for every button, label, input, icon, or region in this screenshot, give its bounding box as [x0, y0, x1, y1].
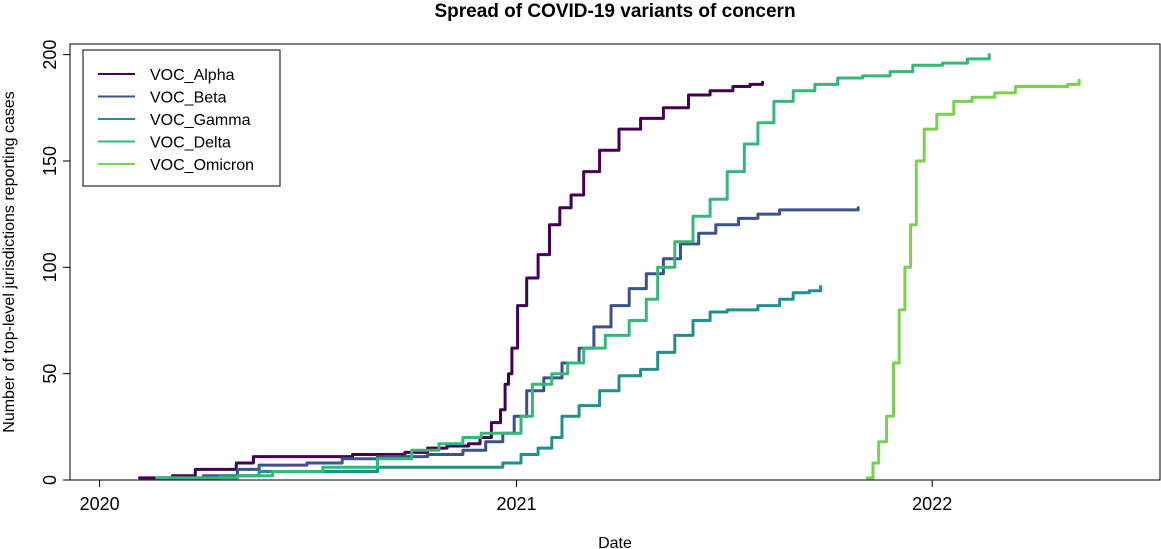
x-tick-label: 2022 [912, 494, 952, 514]
x-tick-label: 2020 [80, 494, 120, 514]
x-axis-title: Date [598, 535, 632, 549]
x-tick-label: 2021 [496, 494, 536, 514]
legend-label: VOC_Gamma [150, 112, 251, 129]
y-tick-label: 150 [40, 146, 60, 176]
plot-frame [69, 43, 1161, 481]
series-line-voc-omicron [865, 78, 1081, 480]
y-tick-label: 200 [40, 40, 60, 70]
chart-title: Spread of COVID-19 variants of concern [434, 1, 795, 22]
y-tick-label: 0 [40, 475, 60, 485]
y-tick-label: 100 [40, 252, 60, 282]
legend: VOC_Alpha VOC_Beta VOC_Gamma VOC_Delta VOC_O… [82, 49, 281, 187]
y-axis: 0 50 100 150 200 [40, 40, 70, 485]
series-line-voc-delta [155, 53, 991, 480]
legend-label: VOC_Alpha [150, 67, 235, 84]
series-line-voc-alpha [138, 80, 764, 480]
legend-label: VOC_Omicron [150, 157, 254, 174]
x-axis: 2020 2021 2022 [80, 480, 952, 514]
legend-label: VOC_Delta [150, 135, 231, 152]
y-axis-title: Number of top-level jurisdictions report… [1, 91, 18, 432]
series-lines [138, 53, 1081, 480]
series-line-voc-gamma [160, 285, 823, 480]
series-line-voc-beta [155, 206, 860, 480]
y-tick-label: 50 [40, 364, 60, 384]
legend-label: VOC_Beta [150, 90, 227, 107]
